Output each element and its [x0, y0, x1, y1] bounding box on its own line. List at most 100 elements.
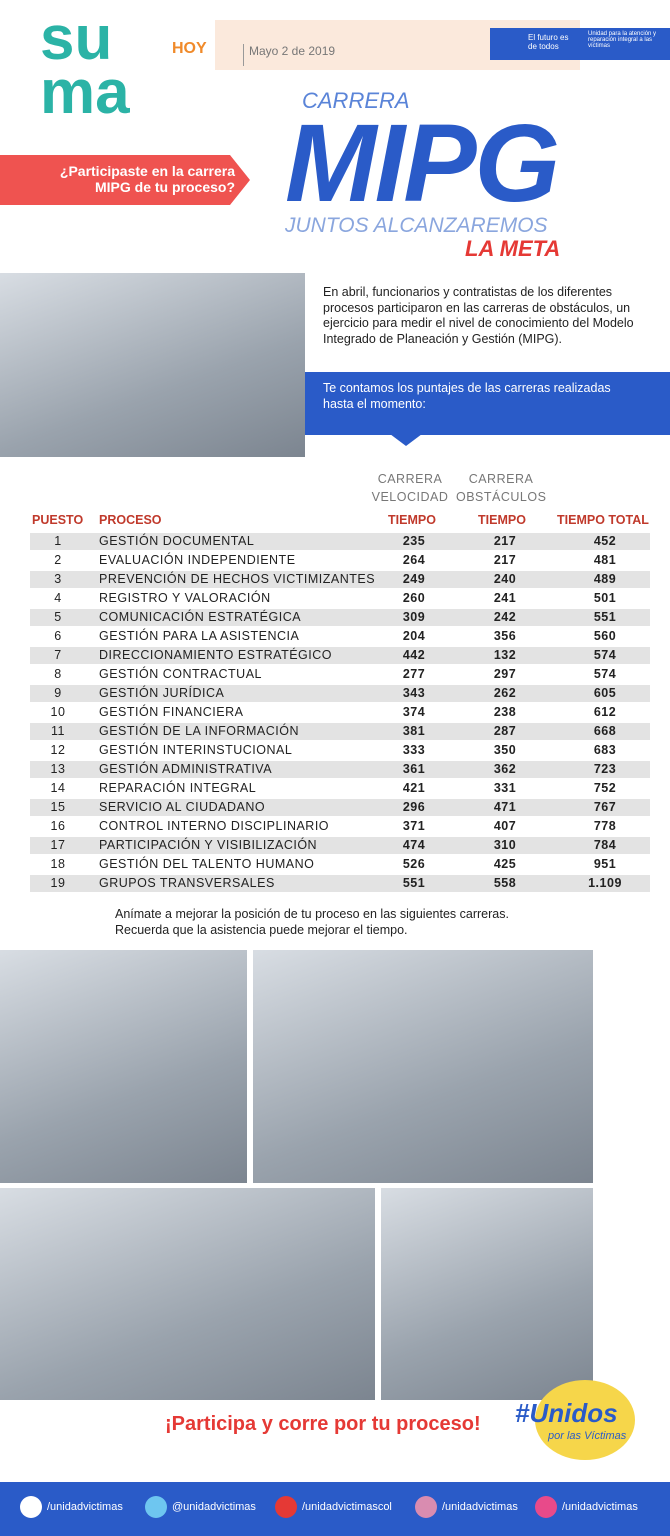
cell: 526 [402, 857, 426, 871]
cell: 452 [593, 534, 617, 548]
cell: 558 [493, 876, 517, 890]
process-name: GESTIÓN FINANCIERA [99, 705, 244, 719]
process-name: GESTIÓN CONTRACTUAL [99, 667, 262, 681]
cell: 296 [402, 800, 426, 814]
cell: 551 [402, 876, 426, 890]
hero-top: CARRERA [302, 88, 410, 113]
col-header: TIEMPO TOTAL [557, 513, 649, 527]
banner: ¿Participaste en la carrera MIPG de tu p… [0, 155, 250, 205]
hero-goal: LA META [465, 236, 561, 261]
logo-plus: HOY [172, 40, 207, 57]
cell: 551 [593, 610, 617, 624]
hero-subtitle: JUNTOS ALCANZAREMOS [285, 214, 548, 237]
cell: 238 [493, 705, 517, 719]
social-link[interactable]: /unidadvictimascol [275, 1496, 392, 1518]
table-row: 6 GESTIÓN PARA LA ASISTENCIA 204 356 560 [30, 628, 650, 645]
cell: 132 [493, 648, 517, 662]
process-name: EVALUACIÓN INDEPENDIENTE [99, 553, 296, 567]
table-row: 3 PREVENCIÓN DE HECHOS VICTIMIZANTES 249 24… [30, 571, 650, 588]
cell: 8 [54, 667, 62, 681]
gov-badge: El futuro es de todos Unidad para la ate… [490, 28, 670, 60]
cell: 18 [50, 857, 66, 871]
photo [0, 1188, 375, 1400]
hashtag-badge [535, 1380, 635, 1460]
process-name: CONTROL INTERNO DISCIPLINARIO [99, 819, 330, 833]
cell: 951 [593, 857, 617, 871]
process-name: GESTIÓN JURÍDICA [99, 686, 225, 700]
cell: 242 [493, 610, 517, 624]
cell: 605 [593, 686, 617, 700]
process-name: COMUNICACIÓN ESTRATÉGICA [99, 610, 302, 624]
cell: 560 [593, 629, 617, 643]
social-link[interactable]: /unidadvictimas [535, 1496, 638, 1518]
callout-box: Te contamos los puntajes de las carreras… [305, 372, 670, 446]
table-row: 1 GESTIÓN DOCUMENTAL 235 217 452 [30, 533, 650, 550]
process-name: GESTIÓN DE LA INFORMACIÓN [99, 724, 300, 738]
table-row: 8 GESTIÓN CONTRACTUAL 277 297 574 [30, 666, 650, 683]
cell: 10 [50, 705, 66, 719]
hero-title: MIPG [285, 102, 560, 225]
social-link[interactable]: /unidadvictimas [415, 1496, 518, 1518]
cell: 19 [50, 876, 66, 890]
col-header: PROCESO [99, 513, 162, 527]
photo [381, 1188, 593, 1400]
table-row: 18 GESTIÓN DEL TALENTO HUMANO 526 425 951 [30, 856, 650, 873]
cell: 5 [54, 610, 62, 624]
group-header: CARRERA OBSTÁCULOS [456, 472, 547, 504]
cell: 217 [493, 553, 517, 567]
table-row: 14 REPARACIÓN INTEGRAL 421 331 752 [30, 780, 650, 797]
social-link[interactable]: /unidadvictimas [20, 1496, 123, 1518]
cell: 356 [493, 629, 517, 643]
cell: 12 [50, 743, 66, 757]
table-row: 16 CONTROL INTERNO DISCIPLINARIO 371 407 778 [30, 818, 650, 835]
logo: su ma [40, 8, 130, 124]
callout-text: Te contamos los puntajes de las carreras… [323, 381, 611, 411]
cell: 1.109 [588, 876, 622, 890]
cell: 574 [593, 648, 617, 662]
cell: 371 [402, 819, 426, 833]
cell: 474 [402, 838, 426, 852]
process-name: GESTIÓN PARA LA ASISTENCIA [99, 629, 300, 643]
process-name: REPARACIÓN INTEGRAL [99, 781, 257, 795]
cell: 249 [402, 572, 426, 586]
cell: 683 [593, 743, 617, 757]
banner-question: ¿Participaste en la carrera MIPG de tu p… [59, 163, 235, 195]
table-row: 4 REGISTRO Y VALORACIÓN 260 241 501 [30, 590, 650, 607]
cell: 241 [493, 591, 517, 605]
group-header: CARRERA VELOCIDAD [371, 472, 449, 504]
cell: 374 [402, 705, 426, 719]
cell: 16 [50, 819, 66, 833]
social-handle: /unidadvictimascol [302, 1501, 392, 1513]
col-header: TIEMPO [478, 513, 526, 527]
process-name: PARTICIPACIÓN Y VISIBILIZACIÓN [99, 838, 318, 852]
social-handle: /unidadvictimas [442, 1501, 518, 1513]
cell: 204 [402, 629, 426, 643]
cell: 14 [50, 781, 66, 795]
cell: 7 [54, 648, 62, 662]
cell: 1 [54, 534, 62, 548]
cell: 481 [593, 553, 617, 567]
social-handle: /unidadvictimas [562, 1501, 638, 1513]
cell: 240 [493, 572, 517, 586]
social-bar [0, 1482, 670, 1536]
social-link[interactable]: @unidadvictimas [145, 1496, 256, 1518]
social-handle: /unidadvictimas [47, 1501, 123, 1513]
photo [0, 273, 305, 457]
table-row: 7 DIRECCIONAMIENTO ESTRATÉGICO 442 132 574 [30, 647, 650, 664]
cell: 407 [493, 819, 517, 833]
cell: 3 [54, 572, 62, 586]
cell: 277 [402, 667, 426, 681]
table-row: 12 GESTIÓN INTERINSTUCIONAL 333 350 683 [30, 742, 650, 759]
cell: 15 [50, 800, 66, 814]
process-name: GRUPOS TRANSVERSALES [99, 876, 275, 890]
cell: 4 [54, 591, 62, 605]
process-name: PREVENCIÓN DE HECHOS VICTIMIZANTES [99, 572, 376, 586]
cell: 784 [593, 838, 617, 852]
cell: 612 [593, 705, 617, 719]
table-row: 15 SERVICIO AL CIUDADANO 296 471 767 [30, 799, 650, 816]
process-name: GESTIÓN DOCUMENTAL [99, 534, 255, 548]
process-name: SERVICIO AL CIUDADANO [99, 800, 266, 814]
cell: 262 [493, 686, 517, 700]
cell: 343 [402, 686, 426, 700]
